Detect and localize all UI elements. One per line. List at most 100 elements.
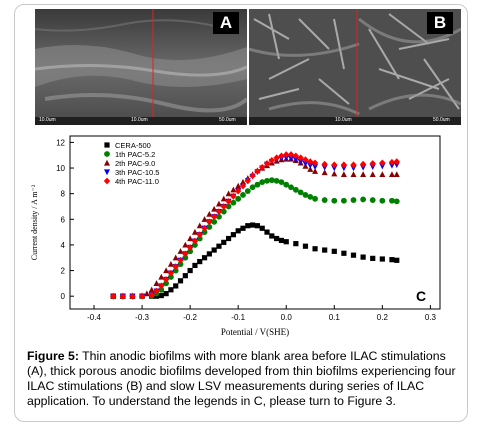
data-point-3 <box>182 241 189 248</box>
x-tick-label: 0.1 <box>329 313 341 322</box>
data-point-5 <box>182 250 189 258</box>
data-point-3 <box>143 290 150 297</box>
data-point-1 <box>225 235 232 242</box>
data-point-1 <box>173 283 179 289</box>
data-point-4 <box>297 159 304 165</box>
legend-marker-3 <box>104 159 110 166</box>
data-point-2 <box>216 213 222 220</box>
y-tick-label: 2 <box>61 267 66 276</box>
data-point-2 <box>196 235 203 242</box>
data-point-3 <box>360 171 367 178</box>
data-point-5 <box>225 197 232 205</box>
data-point-3 <box>340 171 347 178</box>
data-point-1 <box>235 228 241 234</box>
data-point-5 <box>350 161 357 169</box>
data-point-2 <box>312 195 318 202</box>
data-point-5 <box>283 151 290 158</box>
data-point-5 <box>191 237 199 245</box>
data-point-1 <box>158 292 164 299</box>
y-tick-label: 6 <box>61 215 66 224</box>
legend-marker-2 <box>104 151 110 157</box>
data-point-1 <box>187 267 193 274</box>
data-point-2 <box>201 229 208 236</box>
data-point-3 <box>321 169 328 176</box>
data-point-2 <box>360 196 367 203</box>
data-point-2 <box>331 197 338 204</box>
data-point-1 <box>249 222 256 228</box>
data-point-5 <box>388 158 396 166</box>
sem-image-a: A 10.0um 10.0um 50.0um <box>35 9 247 125</box>
data-point-5 <box>321 160 328 168</box>
sem-a-scale-right: 50.0um <box>219 117 236 123</box>
data-point-2 <box>273 177 280 184</box>
data-point-2 <box>302 192 309 198</box>
data-point-1 <box>293 241 299 247</box>
data-point-4 <box>302 160 309 167</box>
data-point-5 <box>369 160 376 167</box>
data-point-3 <box>235 182 242 189</box>
data-point-1 <box>197 258 203 265</box>
y-tick-label: 0 <box>61 292 66 301</box>
data-point-2 <box>259 179 266 186</box>
data-point-5 <box>340 161 348 169</box>
data-point-2 <box>379 197 386 204</box>
data-point-5 <box>393 158 400 166</box>
data-point-4 <box>283 155 290 161</box>
data-point-3 <box>379 171 386 178</box>
data-point-3 <box>307 166 314 172</box>
data-point-2 <box>254 181 261 188</box>
data-point-3 <box>148 286 155 293</box>
data-point-5 <box>273 154 280 162</box>
data-point-3 <box>177 248 184 254</box>
data-point-3 <box>350 171 357 178</box>
data-point-1 <box>163 291 169 297</box>
caption-label: Figure 5: <box>27 349 79 363</box>
data-point-2 <box>249 184 256 191</box>
data-point-2 <box>163 280 170 287</box>
data-point-1 <box>302 243 309 249</box>
data-point-3 <box>158 273 165 280</box>
legend-label-5: 4th PAC-11.0 <box>115 177 159 186</box>
data-point-4 <box>340 165 347 172</box>
sem-image-a-texture <box>35 9 247 125</box>
data-point-4 <box>331 165 338 172</box>
data-point-3 <box>225 190 232 197</box>
data-point-1 <box>254 223 261 229</box>
data-point-2 <box>158 286 165 293</box>
data-point-2 <box>369 197 376 203</box>
data-point-2 <box>206 224 213 230</box>
data-point-2 <box>187 248 194 255</box>
data-point-1 <box>312 246 318 252</box>
data-point-5 <box>220 203 227 210</box>
x-tick-label: -0.2 <box>183 313 197 322</box>
sem-image-b: B 10.0um 50.0um <box>249 9 461 125</box>
data-point-1 <box>341 250 347 256</box>
data-point-4 <box>321 164 328 171</box>
data-point-3 <box>201 216 208 222</box>
data-point-1 <box>240 225 246 231</box>
data-point-5 <box>153 287 160 295</box>
data-point-2 <box>172 267 179 274</box>
data-point-5 <box>138 292 146 300</box>
data-point-1 <box>379 256 385 262</box>
data-point-5 <box>158 282 165 290</box>
data-point-2 <box>292 186 299 193</box>
data-point-5 <box>359 160 367 168</box>
data-point-4 <box>312 164 319 170</box>
data-point-5 <box>230 192 237 200</box>
data-point-2 <box>240 192 246 198</box>
data-point-3 <box>163 267 170 274</box>
data-point-5 <box>167 269 175 277</box>
lsv-chart: -0.4 -0.3 -0.2 -0.1 0.0 0.1 0.2 0.3 0 2 4 6 8 10 12 Pot… <box>30 135 441 337</box>
data-point-4 <box>307 162 314 169</box>
data-point-4 <box>360 164 367 171</box>
data-point-2 <box>393 198 400 205</box>
data-point-1 <box>360 254 366 260</box>
data-point-4 <box>379 163 386 170</box>
x-tick-label: -0.4 <box>87 313 101 322</box>
data-point-2 <box>307 193 314 200</box>
sem-image-b-texture <box>249 9 461 125</box>
data-point-1 <box>394 257 400 263</box>
data-point-3 <box>369 171 376 178</box>
legend-marker-4 <box>104 169 110 176</box>
